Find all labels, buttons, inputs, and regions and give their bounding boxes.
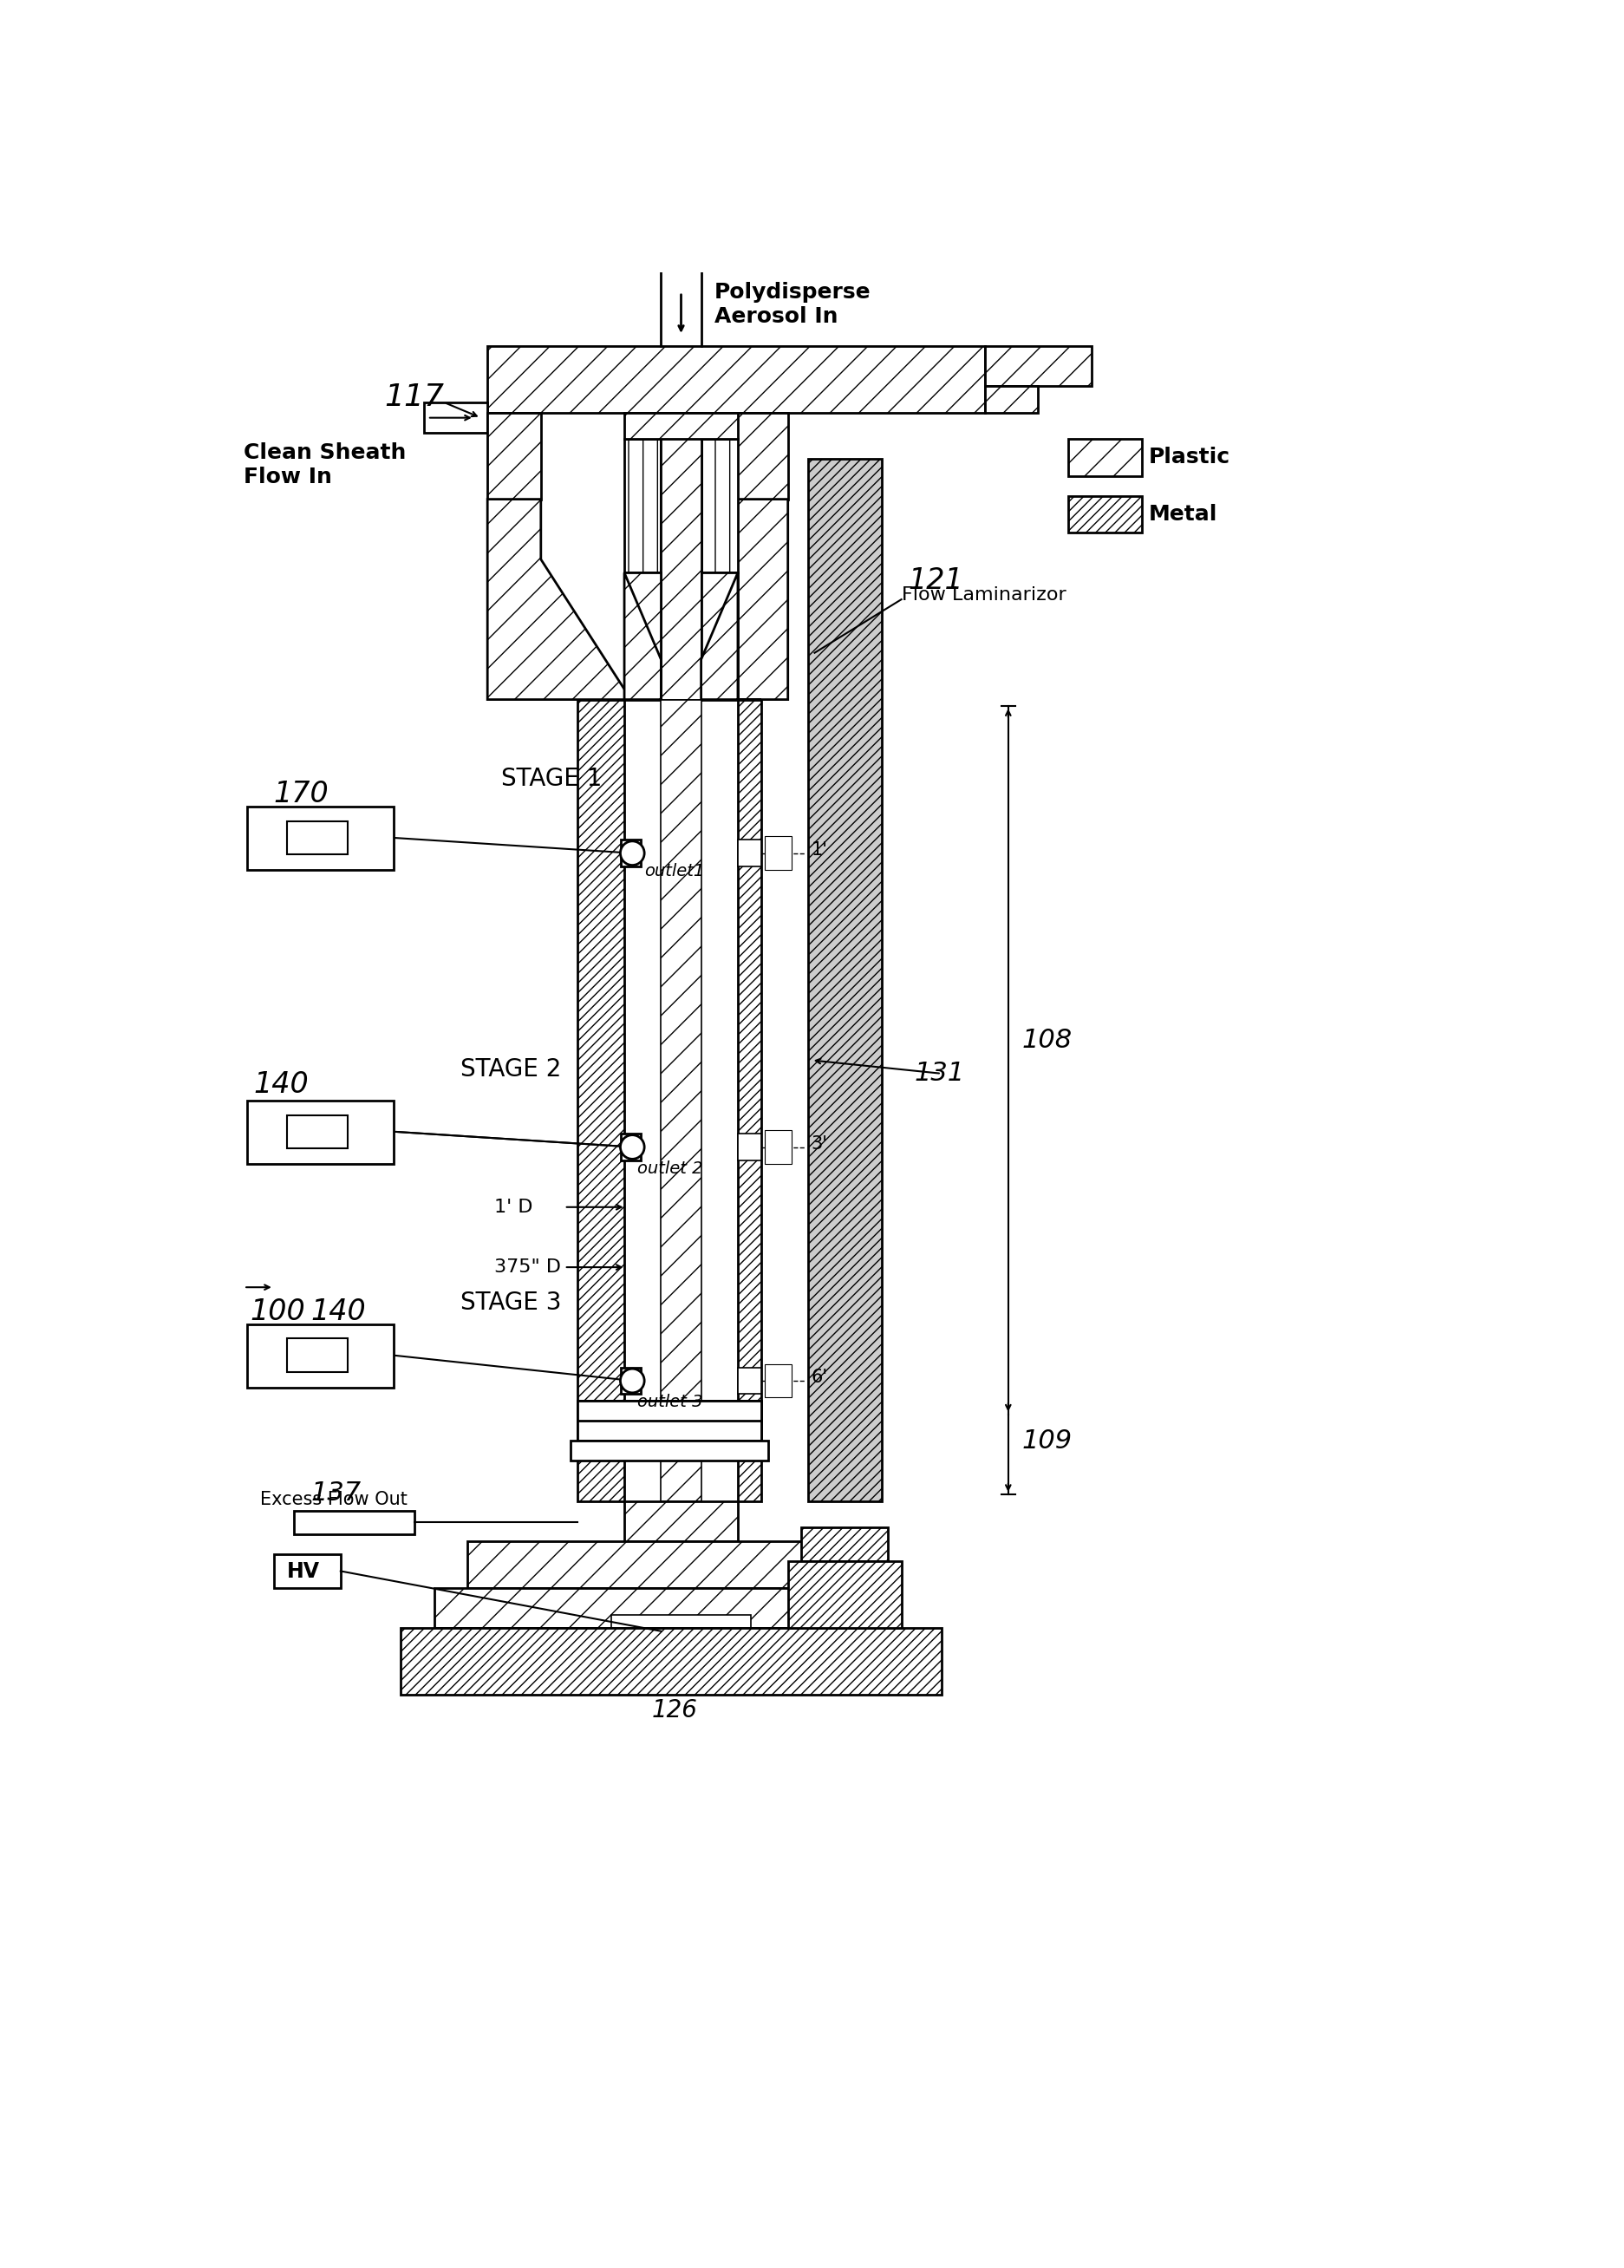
Text: 3': 3' [812, 1134, 828, 1152]
Text: outlet 2: outlet 2 [638, 1161, 703, 1177]
Text: Flow Laminarizor: Flow Laminarizor [901, 585, 1065, 603]
Text: HV: HV [287, 1560, 320, 1581]
Circle shape [620, 1134, 645, 1159]
Bar [247, 807, 395, 871]
Bar [424, 401, 487, 433]
Text: 126: 126 [651, 1699, 697, 1721]
Bar [1069, 497, 1142, 533]
Text: 375" D: 375" D [494, 1259, 560, 1277]
Polygon shape [487, 499, 632, 699]
Text: Polydisperse
Aerosol In: Polydisperse Aerosol In [715, 281, 870, 327]
Text: STAGE 2: STAGE 2 [461, 1057, 562, 1082]
Text: 1': 1' [812, 841, 828, 860]
Bar [578, 699, 624, 1501]
Bar [807, 458, 882, 1501]
Polygon shape [624, 574, 661, 699]
Polygon shape [702, 574, 762, 699]
Bar [984, 345, 1091, 386]
Text: outlet 3: outlet 3 [638, 1395, 703, 1411]
Circle shape [620, 841, 645, 864]
Bar [247, 1325, 395, 1388]
Bar [487, 413, 541, 499]
Bar [661, 699, 702, 1501]
Bar [287, 1116, 348, 1148]
Bar [578, 1402, 762, 1440]
Text: 6': 6' [812, 1368, 828, 1386]
Bar [624, 440, 661, 574]
Bar [287, 821, 348, 855]
Bar [578, 1402, 762, 1420]
Text: Plastic: Plastic [1148, 447, 1229, 467]
Text: 121: 121 [908, 567, 963, 594]
Text: 117: 117 [383, 383, 443, 413]
Text: 140: 140 [310, 1297, 365, 1327]
Polygon shape [734, 499, 788, 699]
Bar [702, 440, 737, 574]
Bar [765, 1363, 791, 1397]
Bar [434, 1588, 841, 1628]
Bar [624, 413, 737, 440]
Bar [624, 1501, 737, 1540]
Bar [247, 1100, 395, 1163]
Bar [294, 1510, 414, 1535]
Bar [661, 413, 702, 699]
Bar [611, 1615, 752, 1628]
Text: 108: 108 [1021, 1027, 1072, 1052]
Bar [468, 1540, 807, 1588]
Bar [737, 1134, 762, 1161]
Text: STAGE 1: STAGE 1 [500, 767, 603, 792]
Bar [620, 1134, 641, 1161]
Text: 137: 137 [310, 1481, 361, 1506]
Text: 131: 131 [914, 1061, 965, 1086]
Text: Excess Flow Out: Excess Flow Out [260, 1490, 408, 1508]
Bar [572, 1440, 768, 1461]
Bar [274, 1554, 341, 1588]
Bar [788, 1560, 901, 1628]
Polygon shape [702, 574, 737, 699]
Text: 140: 140 [253, 1070, 309, 1098]
Text: Metal: Metal [1148, 503, 1218, 524]
Text: outlet1: outlet1 [645, 864, 705, 880]
Text: Clean Sheath
Flow In: Clean Sheath Flow In [244, 442, 406, 488]
Bar [487, 345, 984, 413]
Bar [287, 1338, 348, 1372]
Bar [737, 1368, 762, 1395]
Bar [401, 1628, 942, 1694]
Bar [737, 699, 762, 1501]
Bar [734, 413, 788, 499]
Circle shape [620, 1368, 645, 1393]
Bar [765, 1129, 791, 1163]
Bar [620, 839, 641, 866]
Text: 170: 170 [274, 780, 330, 807]
Bar [737, 839, 762, 866]
Text: 100: 100 [250, 1297, 305, 1327]
Bar [801, 1529, 888, 1560]
Text: 1' D: 1' D [494, 1198, 533, 1216]
Polygon shape [624, 574, 661, 699]
Text: STAGE 3: STAGE 3 [461, 1290, 562, 1315]
Bar [1069, 440, 1142, 476]
Bar [984, 386, 1038, 413]
Text: 109: 109 [1021, 1429, 1072, 1454]
Bar [620, 1368, 641, 1395]
Bar [765, 837, 791, 871]
